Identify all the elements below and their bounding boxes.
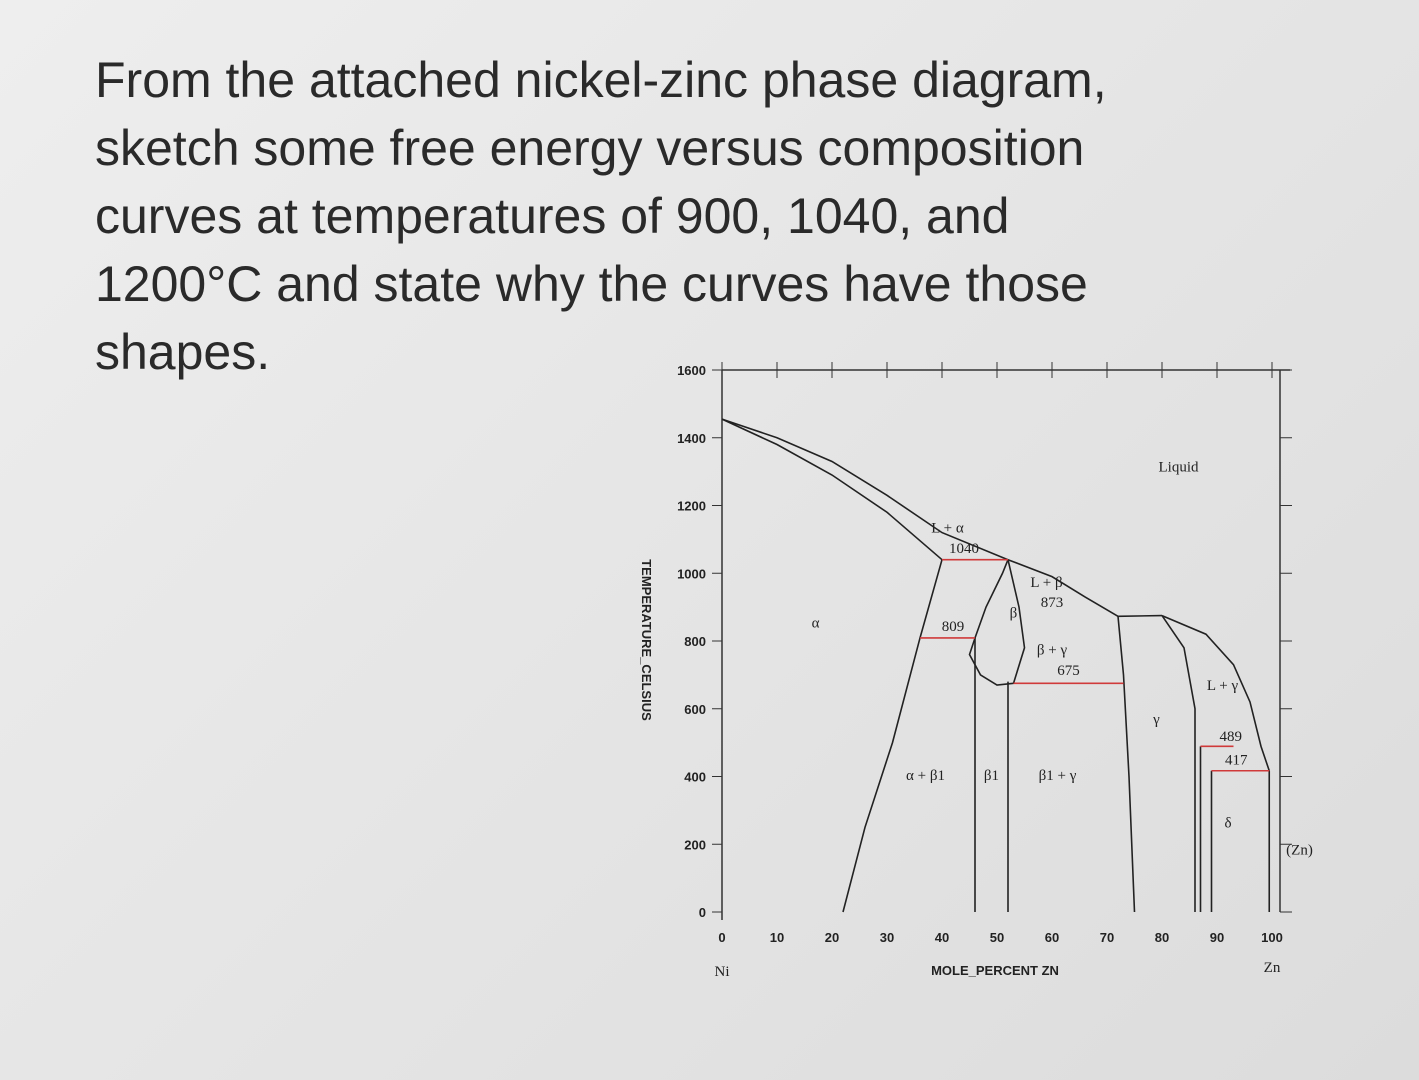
region-label: 417 bbox=[1225, 753, 1248, 769]
region-label: β1 bbox=[984, 768, 999, 784]
x-tick-label: 30 bbox=[880, 930, 894, 945]
phase-boundary bbox=[1007, 559, 1026, 684]
x-tick-label: 80 bbox=[1155, 930, 1169, 945]
y-axis-label: TEMPERATURE_CELSIUS bbox=[639, 559, 654, 721]
question-line: From the attached nickel-zinc phase diag… bbox=[95, 52, 1107, 108]
question-line: sketch some free energy versus compositi… bbox=[95, 120, 1084, 176]
x-tick-label: 20 bbox=[825, 930, 839, 945]
region-label: L + β bbox=[1030, 575, 1062, 591]
phase-boundary bbox=[968, 637, 1014, 686]
x-tick-label: 10 bbox=[770, 930, 784, 945]
x-tick-label: 70 bbox=[1100, 930, 1114, 945]
region-label: α + β1 bbox=[906, 768, 945, 784]
y-tick-label: 0 bbox=[699, 905, 706, 920]
x-tick-label: 60 bbox=[1045, 930, 1059, 945]
phase-boundary bbox=[1161, 614, 1271, 771]
region-label: 1040 bbox=[949, 541, 979, 557]
x-axis-label: MOLE_PERCENT ZN bbox=[931, 963, 1059, 978]
region-label: β + γ bbox=[1037, 643, 1068, 659]
y-tick-label: 1600 bbox=[677, 363, 706, 378]
y-tick-label: 1200 bbox=[677, 499, 706, 514]
phase-boundary bbox=[1117, 616, 1136, 913]
region-label: (Zn) bbox=[1286, 842, 1313, 858]
question-line: shapes. bbox=[95, 324, 270, 380]
region-label: L + γ bbox=[1207, 678, 1239, 694]
x-right-label: Zn bbox=[1264, 960, 1281, 976]
region-label: L + α bbox=[931, 521, 964, 537]
y-tick-label: 600 bbox=[684, 702, 706, 717]
phase-boundary bbox=[721, 418, 943, 561]
x-tick-label: 40 bbox=[935, 930, 949, 945]
region-label: β bbox=[1010, 605, 1018, 621]
region-label: 873 bbox=[1041, 595, 1064, 611]
y-tick-label: 800 bbox=[684, 634, 706, 649]
region-label: Liquid bbox=[1159, 460, 1199, 476]
region-label: 489 bbox=[1220, 729, 1243, 745]
phase-boundary bbox=[1117, 614, 1163, 618]
y-tick-label: 1400 bbox=[677, 431, 706, 446]
y-tick-label: 400 bbox=[684, 770, 706, 785]
region-label: δ bbox=[1224, 815, 1231, 831]
region-label: β1 + γ bbox=[1039, 768, 1077, 784]
x-left-label: Ni bbox=[715, 964, 730, 980]
x-tick-label: 100 bbox=[1261, 930, 1283, 945]
y-tick-label: 1000 bbox=[677, 566, 706, 581]
phase-boundary bbox=[842, 559, 943, 913]
phase-boundary bbox=[974, 559, 1009, 639]
y-tick-label: 200 bbox=[684, 837, 706, 852]
x-tick-label: 50 bbox=[990, 930, 1004, 945]
region-label: α bbox=[812, 615, 820, 631]
phase-boundary bbox=[1161, 615, 1196, 912]
region-label: 675 bbox=[1057, 663, 1080, 679]
phase-boundary bbox=[721, 418, 1119, 617]
question-line: curves at temperatures of 900, 1040, and bbox=[95, 188, 1009, 244]
x-tick-label: 0 bbox=[718, 930, 725, 945]
region-label: 809 bbox=[942, 619, 965, 635]
region-label: γ bbox=[1152, 712, 1160, 728]
x-tick-label: 90 bbox=[1210, 930, 1224, 945]
question-line: 1200°C and state why the curves have tho… bbox=[95, 256, 1088, 312]
